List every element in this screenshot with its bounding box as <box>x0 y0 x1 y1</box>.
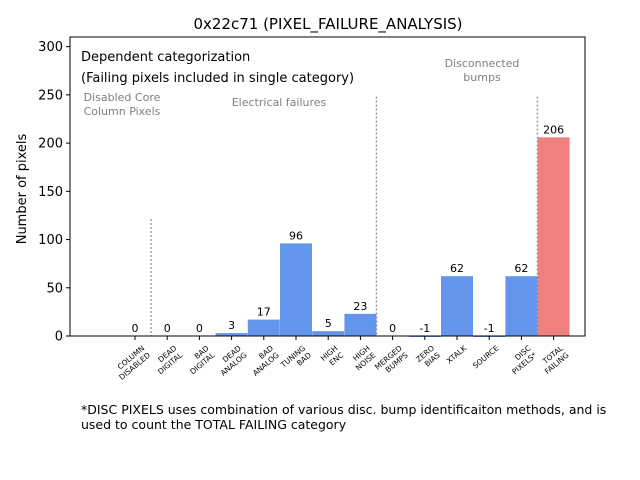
separators-group <box>150 96 539 336</box>
y-tick-label: 250 <box>38 88 63 103</box>
x-tick-label-line: XTALK <box>445 343 469 366</box>
bar-bad-analog <box>247 319 280 336</box>
x-tick-label: MERGEDBUMPS <box>373 343 410 378</box>
y-ticks-group: 0 50 100 150 200 250 300 <box>38 40 70 345</box>
x-tick-label: DEADDIGITAL <box>150 343 185 376</box>
y-axis-label: Number of pixels <box>15 133 30 244</box>
bar-total-failing <box>537 137 570 336</box>
x-ticks-group: COLUMNDISABLED DEADDIGITAL BADDIGITAL DEADA… <box>111 336 571 382</box>
y-tick-label: 300 <box>38 40 63 55</box>
x-tick-label: COLUMNDISABLED <box>111 343 152 381</box>
x-tick-label: XTALK <box>445 343 469 366</box>
x-tick-label-line: SOURCE <box>471 343 501 370</box>
y-tick-label: 0 <box>55 330 63 345</box>
bar-dead-analog <box>215 333 248 336</box>
chart-title: 0x22c71 (PIXEL_FAILURE_ANALYSIS) <box>193 15 462 34</box>
x-tick-label: BADDIGITAL <box>182 343 217 376</box>
bar-tuning-bad <box>280 243 312 336</box>
value-label: 62 <box>514 262 528 275</box>
value-label: 23 <box>353 300 367 313</box>
annotation-disconnected-line1: Disconnected <box>445 57 520 70</box>
x-tick-label: HIGHENC <box>319 344 345 370</box>
annotation-disabled-core-line1: Disabled Core <box>84 91 161 104</box>
y-tick-label: 50 <box>46 281 63 296</box>
x-tick-label: ZEROBIAS <box>414 343 442 370</box>
footnote: *DISC PIXELS uses combination of various… <box>81 402 607 432</box>
value-label: 3 <box>228 319 235 332</box>
value-label: -1 <box>484 322 495 335</box>
value-label: 17 <box>257 306 271 319</box>
x-tick-label: TUNINGBAD <box>278 344 313 377</box>
x-tick-label: HIGHNOISE <box>348 343 378 372</box>
value-label: 62 <box>450 262 464 275</box>
annotation-electrical: Electrical failures <box>232 96 327 109</box>
bar-high-noise <box>344 313 377 336</box>
value-label: -1 <box>419 322 430 335</box>
y-tick-label: 200 <box>38 137 63 152</box>
x-tick-label: DISCPIXELS* <box>504 343 538 376</box>
y-tick-label: 100 <box>38 233 63 248</box>
x-tick-label: DEADANALOG <box>213 343 249 377</box>
heading-line1: Dependent categorization <box>81 50 250 65</box>
value-label: 5 <box>325 317 332 330</box>
value-labels-group: 0 0 0 3 17 96 5 23 0 -1 62 -1 62 206 <box>132 123 565 335</box>
bar-high-enc <box>312 331 345 336</box>
heading-line2: (Failing pixels included in single categ… <box>81 71 354 86</box>
x-tick-label: SOURCE <box>471 343 501 370</box>
value-label: 206 <box>543 123 564 136</box>
value-label: 0 <box>389 322 396 335</box>
value-label: 0 <box>132 322 139 335</box>
value-label: 0 <box>196 322 203 335</box>
plot-frame <box>69 36 586 337</box>
x-tick-label: BADANALOG <box>245 344 281 378</box>
y-tick-label: 150 <box>38 185 63 200</box>
annotation-disabled-core-line2: Column Pixels <box>84 105 161 118</box>
annotation-disconnected-line2: bumps <box>463 71 501 84</box>
x-tick-label: TOTALFAILING <box>537 343 571 376</box>
bars-group <box>215 137 570 337</box>
value-label: 0 <box>164 322 171 335</box>
bar-disc-pixels <box>505 276 538 336</box>
value-label: 96 <box>289 229 303 242</box>
bar-xtalk <box>441 276 473 336</box>
